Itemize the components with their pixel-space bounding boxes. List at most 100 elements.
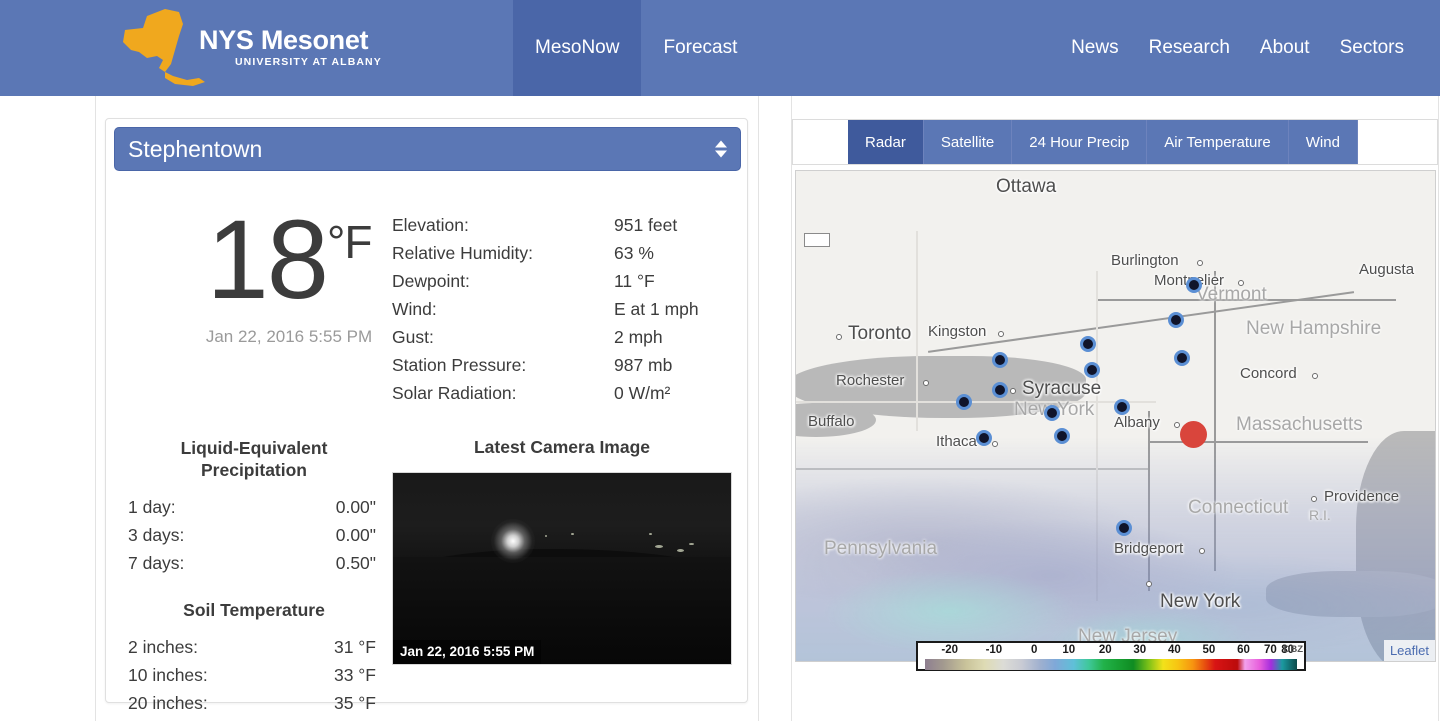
soil-label: 10 inches:	[128, 665, 208, 685]
state-border-north	[1096, 299, 1396, 301]
city-dot-bridgeport	[1199, 548, 1205, 554]
camera-section-title: Latest Camera Image	[473, 437, 651, 457]
up-down-arrows-icon[interactable]	[715, 140, 727, 158]
precipitation-list: 1 day: 0.00" 3 days: 0.00" 7 days: 0.50"	[120, 493, 388, 577]
nav-tab-mesonow[interactable]: MesoNow	[513, 0, 642, 96]
map-label-rochester: Rochester	[836, 372, 905, 389]
observation-row-relative-humidity: Relative Humidity: 63 %	[392, 239, 722, 267]
new-york-state-shape-icon	[123, 9, 205, 86]
map-label-toronto: Toronto	[848, 323, 912, 344]
observation-value: 2 mph	[614, 327, 663, 347]
brand-logo[interactable]: NYS Mesonet UNIVERSITY AT ALBANY	[113, 6, 381, 90]
city-dot-montpelier	[1238, 280, 1244, 286]
station-marker[interactable]	[1080, 336, 1096, 352]
station-marker[interactable]	[992, 352, 1008, 368]
station-marker[interactable]	[1174, 350, 1190, 366]
map-label-rhode-island: R.I.	[1309, 507, 1331, 523]
map-label-ithaca: Ithaca	[936, 433, 977, 450]
dbz-tick: -10	[985, 644, 1003, 656]
highway	[1096, 271, 1098, 601]
nav-link-about[interactable]: About	[1259, 37, 1310, 58]
map-tab-air-temperature[interactable]: Air Temperature	[1147, 120, 1289, 164]
city-dot-toronto	[836, 334, 842, 340]
dbz-units-label: DBZ	[1283, 644, 1304, 655]
station-marker[interactable]	[1044, 405, 1060, 421]
city-dot-syracuse	[1010, 388, 1016, 394]
observation-value: 0 W/m²	[614, 383, 671, 403]
station-name-label: Stephentown	[128, 135, 263, 162]
station-marker[interactable]	[1186, 277, 1202, 293]
map-label-connecticut: Connecticut	[1188, 497, 1289, 518]
map-label-new-hampshire: New Hampshire	[1246, 318, 1382, 339]
highway	[796, 401, 1156, 403]
observation-value: E at 1 mph	[614, 299, 699, 319]
city-dot-concord	[1312, 373, 1318, 379]
city-dot-rochester	[923, 380, 929, 386]
observation-list: Elevation: 951 feet Relative Humidity: 6…	[392, 211, 722, 407]
dbz-tick: 50	[1202, 644, 1216, 656]
soil-label: 20 inches:	[128, 693, 208, 713]
nav-link-sectors[interactable]: Sectors	[1339, 37, 1404, 58]
precip-value: 0.50"	[335, 553, 376, 573]
leaflet-map[interactable]: Ottawa Kingston Toronto Rochester Buffal…	[795, 170, 1436, 662]
station-marker[interactable]	[976, 430, 992, 446]
precipitation-and-soil-section: Liquid-Equivalent Precipitation 1 day: 0…	[120, 437, 388, 717]
precip-value: 0.00"	[335, 497, 376, 517]
station-selector-dropdown[interactable]: Stephentown	[114, 127, 741, 171]
station-marker[interactable]	[1054, 428, 1070, 444]
city-dot-kingston	[998, 331, 1004, 337]
station-marker[interactable]	[992, 382, 1008, 398]
precip-label: 7 days:	[128, 553, 185, 573]
dbz-tick: 30	[1133, 644, 1147, 656]
camera-timestamp: Jan 22, 2016 5:55 PM	[393, 640, 542, 664]
observation-label: Wind:	[392, 299, 437, 319]
selected-station-marker[interactable]	[1180, 421, 1207, 448]
dbz-tick-labels: -20 -10 0 10 20 30 40 50 60 70 80 DBZ	[919, 644, 1303, 659]
observation-label: Dewpoint:	[392, 271, 470, 291]
map-label-albany: Albany	[1114, 414, 1160, 431]
nav-tab-forecast[interactable]: Forecast	[663, 37, 738, 58]
precip-label: 3 days:	[128, 525, 185, 545]
station-marker[interactable]	[1084, 362, 1100, 378]
station-marker[interactable]	[1168, 312, 1184, 328]
nav-link-research[interactable]: Research	[1148, 37, 1230, 58]
precipitation-title-line1: Liquid-Equivalent	[180, 438, 328, 458]
dbz-tick: 70	[1263, 644, 1277, 656]
map-label-kingston: Kingston	[928, 323, 987, 340]
map-label-burlington: Burlington	[1111, 252, 1179, 269]
map-basemap-layer	[796, 171, 1435, 661]
page-body: Stephentown 18°F Jan 22, 2016 5:55 PM El…	[0, 96, 1440, 721]
observation-timestamp: Jan 22, 2016 5:55 PM	[205, 327, 373, 347]
soil-value: 35 °F	[333, 693, 376, 713]
station-marker[interactable]	[1116, 520, 1132, 536]
dbz-tick: -20	[941, 644, 959, 656]
camera-distant-light	[655, 545, 663, 548]
observation-label: Elevation:	[392, 215, 469, 235]
map-label-syracuse: Syracuse	[1022, 378, 1102, 399]
precip-value: 0.00"	[335, 525, 376, 545]
temperature-value: 18	[206, 197, 329, 322]
leaflet-attribution-link[interactable]: Leaflet	[1383, 640, 1435, 661]
secondary-nav-links: News Research About Sectors	[1071, 0, 1404, 96]
map-tab-satellite[interactable]: Satellite	[923, 120, 1013, 164]
observation-label: Solar Radiation:	[392, 383, 517, 403]
map-tab-wind[interactable]: Wind	[1288, 120, 1358, 164]
map-label-buffalo: Buffalo	[808, 413, 855, 430]
station-marker[interactable]	[1114, 399, 1130, 415]
station-marker[interactable]	[956, 394, 972, 410]
precip-row-3-days: 3 days: 0.00"	[120, 521, 388, 549]
map-label-pennsylvania: Pennsylvania	[824, 538, 938, 559]
map-tab-radar[interactable]: Radar	[848, 120, 924, 164]
city-dot-providence	[1311, 496, 1317, 502]
city-dot-new-york	[1146, 581, 1152, 587]
camera-image[interactable]: Jan 22, 2016 5:55 PM	[392, 472, 732, 665]
map-label-massachusetts: Massachusetts	[1236, 414, 1363, 435]
observation-row-wind: Wind: E at 1 mph	[392, 295, 722, 323]
state-border-ma-ct	[1148, 441, 1368, 443]
dbz-tick: 20	[1098, 644, 1112, 656]
layout-divider-left	[95, 96, 96, 721]
nav-link-news[interactable]: News	[1071, 37, 1119, 58]
map-tab-24-hour-precip[interactable]: 24 Hour Precip	[1012, 120, 1148, 164]
camera-distant-light	[545, 535, 547, 537]
observation-label: Relative Humidity:	[392, 243, 534, 263]
